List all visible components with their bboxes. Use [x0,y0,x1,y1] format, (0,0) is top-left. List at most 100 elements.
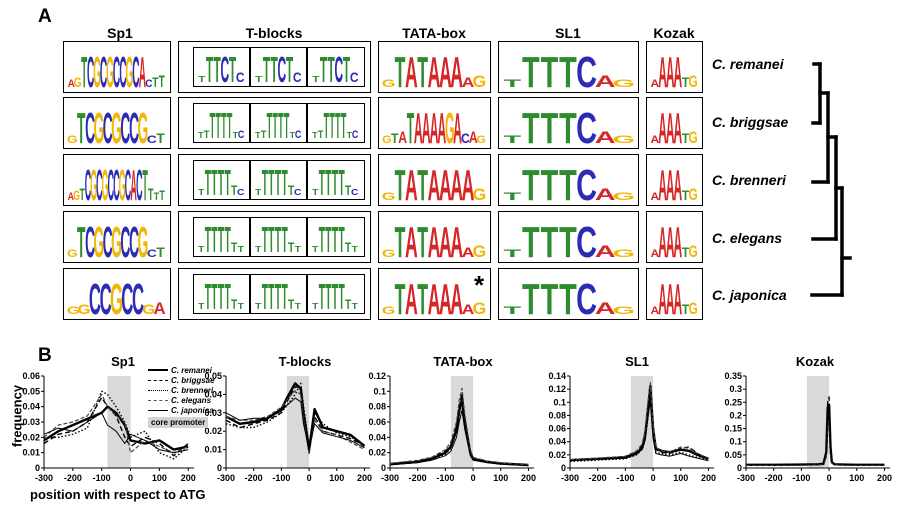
logo-letter: G [689,243,698,261]
logo-letter: G [476,133,485,145]
logo-letter: A [422,104,431,147]
logo-letter: T [417,219,428,261]
core-promoter-region [806,376,830,468]
logo-letter: T [231,297,238,313]
logo-letter: C [294,188,302,198]
x-axis-label: position with respect to ATG [30,487,206,502]
logo-letter: C [576,217,597,261]
logo-letter: T [271,50,279,86]
logo-letter: T [281,162,287,199]
logo-letter: A [462,303,475,318]
y-tick-label: 0.04 [368,432,386,442]
logo-letter: T [278,105,283,142]
y-tick-label: 0.08 [368,402,386,412]
series-line-cbrenneri [44,390,189,460]
logo-letter: T [312,245,318,255]
y-tick-label: 0.04 [204,389,222,399]
x-tick-label: 100 [673,473,688,483]
logo-letter: G [126,47,134,91]
y-tick-label: 0.1 [373,386,386,396]
logo-letter: A [469,129,478,147]
logo-letter: T [142,160,147,204]
legend-core-promoter: core promoter [148,417,209,428]
series-line-celegans [43,393,189,454]
sequence-logo: G T A T A A A AGA C AG [382,104,486,147]
logo-letter: C [132,276,144,318]
tblock-subbox [307,47,365,87]
column-title-sl1: SL1 [555,25,581,41]
logo-letter: T [417,276,428,318]
logo-letter: C [350,69,359,85]
logo-letter: T [395,219,406,261]
logo-letter: C [335,50,344,86]
x-tick-label: -300 [737,473,755,483]
logo-letter: G [111,104,122,147]
logo-letter: G [106,47,114,91]
logo-letter: G [689,300,698,318]
logo-letter: C [85,218,95,261]
logo-letter: A [453,104,462,147]
logo-letter: T [211,276,217,313]
logo-letter: T [198,245,204,255]
logo-letter: T [198,188,204,198]
logo-letter: T [227,105,232,142]
logo-letter: T [522,103,540,147]
logo-letter: T [272,105,277,142]
logo-letter: T [288,297,295,313]
x-tick-label: 0 [827,473,832,483]
y-tick-label: 0 [35,463,40,473]
y-tick-label: 0.14 [548,371,566,381]
x-tick-label: 100 [152,473,167,483]
plot-title-tblocks: T-blocks [278,354,332,369]
logo-letter: T [395,49,406,91]
y-tick-label: 0.1 [553,397,566,407]
logo-letter: T [345,183,352,199]
logo-letter: A [439,162,452,204]
logo-letter: T [224,276,230,313]
logo-letter: A [666,217,675,261]
logo-letter: T [312,302,318,312]
logo-letter: G [689,129,698,147]
core-promoter-region [630,376,654,468]
logo-letter: C [147,247,157,260]
logo-letter: T [329,105,334,142]
logo-letter: A [595,72,616,90]
frequency-plot-tata: 0 0.02 0.04 0.06 0.08 0.1 0.12 -300 -200 -100 0 100… [368,371,536,483]
logo-letter: T [262,162,268,199]
logo-letter: T [522,217,540,261]
logo-letter: A [595,185,616,203]
logo-letter: C [120,218,130,261]
logo-letter: T [221,105,226,142]
logo-letter: G [67,305,80,318]
sequence-logo: T T T T CAG [503,217,634,261]
logo-letter: T [295,245,301,255]
logo-letter: T [338,276,344,313]
series-line-celegans [746,420,885,467]
sequence-logo: T T T T CAG [503,103,634,147]
logo-letter: T [559,47,577,91]
y-tick-label: 0.12 [548,384,566,394]
logo-letter: A [595,128,616,146]
logo-letter: T [332,219,338,256]
logo-letter: G [138,104,149,147]
logo-letter: G [472,73,486,91]
column-title-tata: TATA-box [402,25,466,41]
logo-letter: C [120,104,130,147]
logo-letter: T [275,162,281,199]
x-tick-label: -200 [245,473,263,483]
y-tick-label: 0.08 [548,410,566,420]
logo-letter: G [472,243,486,261]
logo-letter: A [437,104,446,147]
y-tick-label: 0.01 [204,445,222,455]
